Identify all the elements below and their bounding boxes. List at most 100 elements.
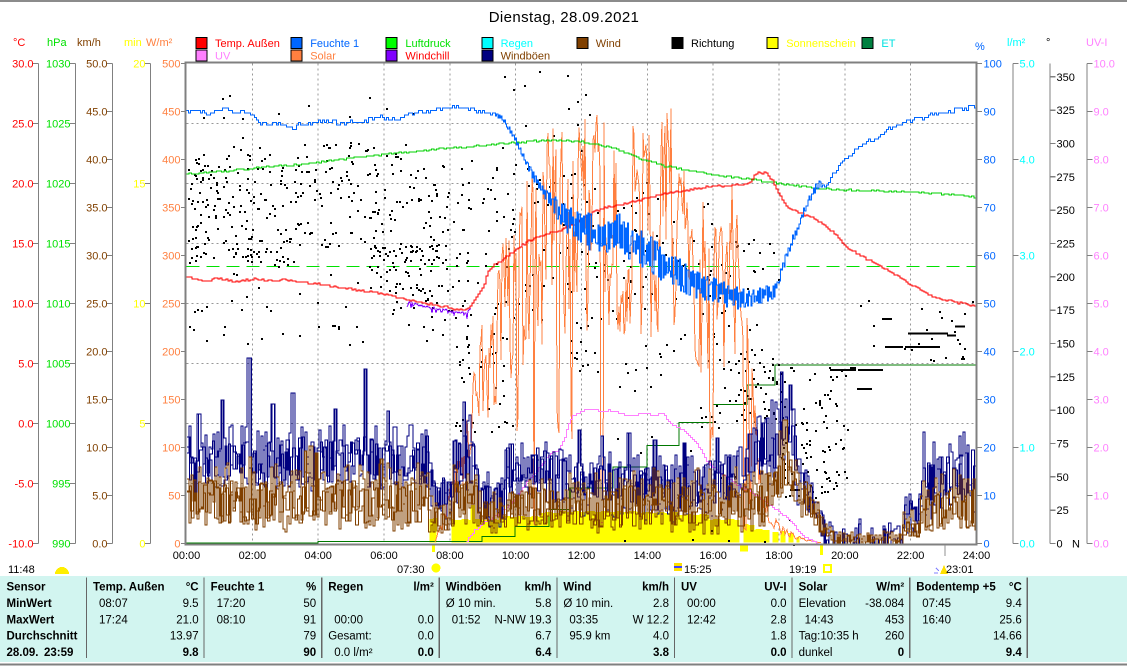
svg-text:l/m²: l/m² — [413, 582, 434, 594]
svg-text:175: 175 — [1057, 305, 1075, 317]
svg-text:km/h: km/h — [525, 582, 552, 594]
svg-text:%: % — [975, 41, 985, 53]
svg-text:2.8: 2.8 — [771, 614, 787, 626]
svg-text:125: 125 — [1057, 372, 1075, 384]
svg-text:%: % — [306, 582, 316, 594]
svg-text:1030: 1030 — [46, 59, 70, 71]
svg-text:1.8: 1.8 — [771, 631, 787, 643]
svg-text:350: 350 — [162, 203, 180, 215]
svg-text:Windchill: Windchill — [405, 51, 449, 63]
svg-text:10: 10 — [133, 299, 145, 311]
svg-text:8.0: 8.0 — [1094, 155, 1109, 167]
svg-text:04:00: 04:00 — [304, 550, 332, 562]
svg-text:500: 500 — [162, 59, 180, 71]
svg-text:25.0: 25.0 — [86, 299, 107, 311]
svg-text:Temp. Außen: Temp. Außen — [93, 582, 165, 594]
svg-text:2.8: 2.8 — [653, 598, 669, 610]
svg-text:13.97: 13.97 — [170, 631, 199, 643]
svg-text:11:48: 11:48 — [8, 564, 35, 576]
svg-text:16:00: 16:00 — [699, 550, 727, 562]
svg-text:Richtung: Richtung — [691, 38, 734, 50]
svg-text:14:00: 14:00 — [634, 550, 662, 562]
svg-text:Windböen: Windböen — [501, 51, 551, 63]
svg-text:50.0: 50.0 — [86, 59, 107, 71]
svg-text:Regen: Regen — [501, 38, 533, 50]
svg-text:UV-I: UV-I — [764, 582, 786, 594]
svg-text:25: 25 — [1057, 505, 1069, 517]
svg-text:Bodentemp +5: Bodentemp +5 — [916, 582, 996, 594]
svg-text:12:42: 12:42 — [687, 614, 716, 626]
svg-text:08:10: 08:10 — [217, 614, 246, 626]
svg-text:16:40: 16:40 — [922, 614, 951, 626]
svg-text:10:00: 10:00 — [502, 550, 530, 562]
svg-text:08:00: 08:00 — [436, 550, 464, 562]
svg-text:hPa: hPa — [47, 37, 67, 49]
svg-text:°C: °C — [13, 37, 25, 49]
svg-text:325: 325 — [1057, 105, 1075, 117]
svg-text:5: 5 — [139, 419, 145, 431]
svg-text:9.4: 9.4 — [1006, 647, 1023, 659]
svg-text:1000: 1000 — [46, 419, 70, 431]
svg-text:Tag:10:35 h: Tag:10:35 h — [799, 631, 859, 643]
svg-text:225: 225 — [1057, 239, 1075, 251]
svg-text:Solar: Solar — [799, 582, 828, 594]
svg-text:Gesamt:: Gesamt: — [328, 631, 371, 643]
svg-text:9.5: 9.5 — [183, 598, 199, 610]
svg-text:30: 30 — [984, 395, 996, 407]
svg-text:14:43: 14:43 — [805, 614, 834, 626]
svg-text:15:25: 15:25 — [684, 564, 712, 576]
svg-text:15: 15 — [133, 179, 145, 191]
svg-text:-5.0: -5.0 — [15, 479, 34, 491]
svg-text:Dienstag, 28.09.2021: Dienstag, 28.09.2021 — [489, 9, 640, 26]
svg-text:UV: UV — [215, 51, 231, 63]
svg-text:1025: 1025 — [46, 119, 70, 131]
svg-text:250: 250 — [1057, 205, 1075, 217]
svg-text:3.8: 3.8 — [653, 647, 670, 659]
svg-text:5.0: 5.0 — [18, 359, 33, 371]
svg-text:4.0: 4.0 — [653, 631, 669, 643]
svg-text:50: 50 — [303, 598, 316, 610]
svg-text:km/h: km/h — [77, 37, 101, 49]
svg-text:28.09. 23:59: 28.09. 23:59 — [7, 647, 74, 659]
svg-text:UV: UV — [681, 582, 697, 594]
svg-text:ET: ET — [881, 38, 895, 50]
svg-text:km/h: km/h — [642, 582, 669, 594]
svg-text:01:52: 01:52 — [452, 614, 481, 626]
svg-text:4.0: 4.0 — [1094, 347, 1109, 359]
svg-text:12:00: 12:00 — [568, 550, 596, 562]
svg-text:6.7: 6.7 — [535, 631, 551, 643]
svg-text:02:00: 02:00 — [239, 550, 267, 562]
svg-text:06:00: 06:00 — [370, 550, 398, 562]
svg-text:100: 100 — [984, 59, 1002, 71]
svg-text:35.0: 35.0 — [86, 203, 107, 215]
svg-text:0.0: 0.0 — [771, 598, 787, 610]
svg-text:08:07: 08:07 — [99, 598, 128, 610]
svg-text:1020: 1020 — [46, 179, 70, 191]
svg-text:1010: 1010 — [46, 299, 70, 311]
svg-text:Wind: Wind — [596, 38, 621, 50]
svg-text:150: 150 — [162, 395, 180, 407]
svg-text:0.0: 0.0 — [1020, 539, 1035, 551]
svg-text:70: 70 — [984, 203, 996, 215]
svg-text:0: 0 — [984, 539, 990, 551]
svg-text:5.0: 5.0 — [1020, 59, 1035, 71]
svg-text:100: 100 — [162, 443, 180, 455]
svg-text:0.0 l/m²: 0.0 l/m² — [334, 647, 373, 659]
svg-text:Sonnenschein: Sonnenschein — [786, 38, 856, 50]
svg-text:0: 0 — [898, 647, 904, 659]
svg-text:450: 450 — [162, 107, 180, 119]
svg-text:17:20: 17:20 — [217, 598, 246, 610]
svg-text:1015: 1015 — [46, 239, 70, 251]
svg-text:W/m²: W/m² — [146, 37, 173, 49]
svg-text:W/m²: W/m² — [876, 582, 904, 594]
svg-text:9.8: 9.8 — [183, 647, 200, 659]
svg-text:min: min — [124, 37, 142, 49]
svg-text:17:24: 17:24 — [99, 614, 128, 626]
svg-text:14.66: 14.66 — [993, 631, 1022, 643]
svg-text:Durchschnitt: Durchschnitt — [7, 631, 78, 643]
svg-text:350: 350 — [1057, 72, 1075, 84]
svg-text:Wind: Wind — [563, 582, 591, 594]
svg-text:7.0: 7.0 — [1094, 203, 1109, 215]
svg-text:90: 90 — [303, 647, 316, 659]
svg-text:07:45: 07:45 — [922, 598, 951, 610]
